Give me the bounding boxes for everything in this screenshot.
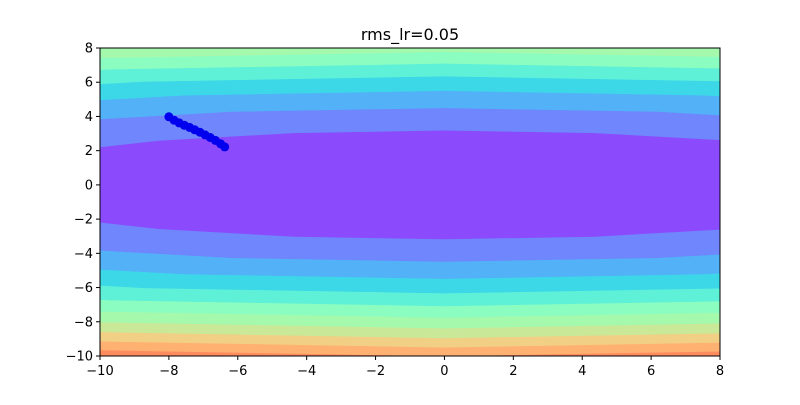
y-tick-label: −6 (74, 281, 93, 296)
y-tick-label: 6 (85, 76, 93, 91)
chart-title: rms_lr=0.05 (361, 25, 459, 45)
y-tick-label: −2 (74, 213, 93, 228)
y-tick-label: −10 (66, 350, 93, 365)
x-tick-label: −4 (297, 364, 316, 379)
x-tick-label: −6 (228, 364, 247, 379)
contour-band-0 (100, 130, 720, 240)
y-axis: −10 −8 −6 −4 −2 0 2 4 6 8 (66, 42, 100, 365)
x-tick-label: 8 (716, 364, 724, 379)
x-tick-label: 4 (578, 364, 586, 379)
trajectory-series (164, 112, 230, 152)
series-point (220, 142, 230, 152)
x-tick-label: −8 (159, 364, 178, 379)
x-tick-label: 0 (440, 364, 448, 379)
y-tick-label: −8 (74, 315, 93, 330)
y-tick-label: 8 (85, 42, 93, 57)
x-tick-label: −10 (86, 364, 113, 379)
x-axis: −10 −8 −6 −4 −2 0 2 4 6 8 (86, 356, 724, 379)
x-tick-label: 2 (509, 364, 517, 379)
y-tick-label: 2 (85, 144, 93, 159)
x-tick-label: −2 (366, 364, 385, 379)
y-tick-label: 4 (85, 110, 93, 125)
y-tick-label: 0 (85, 178, 93, 193)
plot-frame (99, 47, 721, 357)
plot-area (100, 48, 720, 356)
y-tick-label: −4 (74, 247, 93, 262)
x-tick-label: 6 (647, 364, 655, 379)
contour-fill-layer (100, 48, 720, 356)
